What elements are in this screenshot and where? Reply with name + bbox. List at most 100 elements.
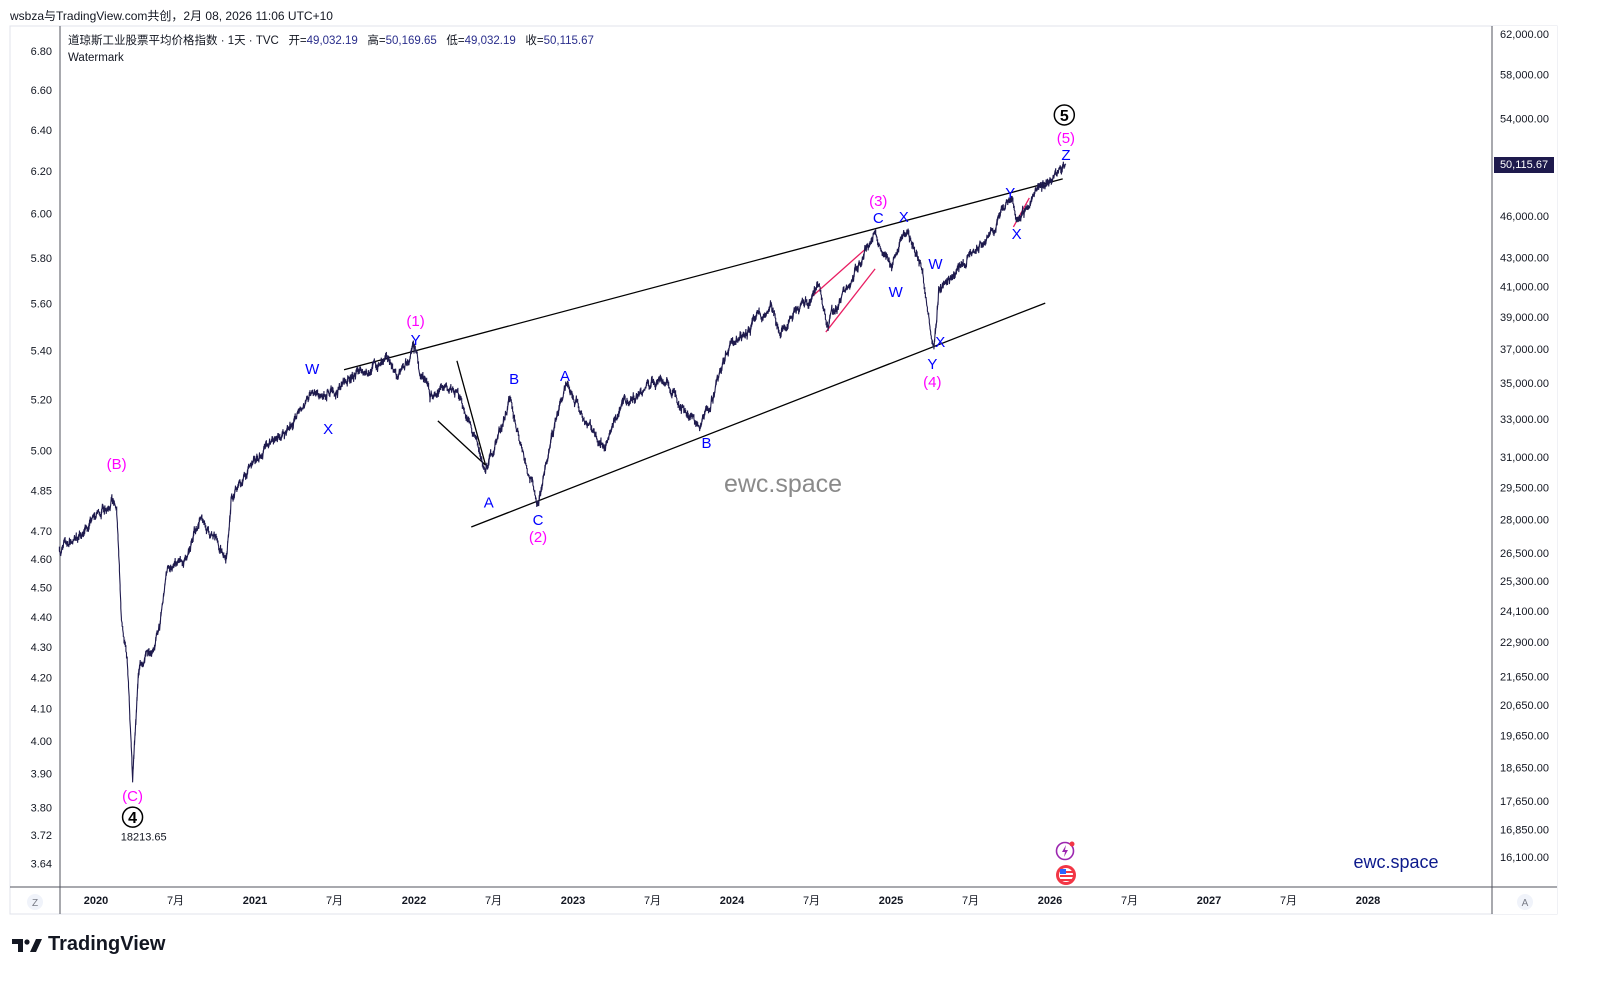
right-tick-label: 16,100.00	[1500, 852, 1549, 864]
left-tick-label: 4.70	[31, 526, 52, 538]
major-wave-label: (5)	[1057, 130, 1075, 147]
cycle-wave-label: 5	[1060, 108, 1069, 125]
left-tick-label: 4.50	[31, 583, 52, 595]
right-tick-label: 37,000.00	[1500, 344, 1549, 356]
time-tick-label: 7月	[1121, 895, 1138, 907]
symbol-title[interactable]: 道琼斯工业股票平均价格指数 · 1天 · TVC	[68, 35, 279, 47]
triangle-line-2	[437, 420, 486, 466]
cycle-wave-label: 4	[128, 810, 137, 827]
time-tick-label: 2024	[720, 895, 745, 907]
major-wave-label: (1)	[406, 313, 424, 330]
tradingview-logo[interactable]: TradingView	[12, 933, 165, 956]
minor-wave-label: C	[873, 210, 884, 227]
lightning-event-icon[interactable]	[1055, 841, 1075, 861]
right-tick-label: 26,500.00	[1500, 548, 1549, 560]
minor-wave-label: B	[702, 435, 712, 452]
left-tick-label: 4.20	[31, 672, 52, 684]
right-tick-label: 41,000.00	[1500, 281, 1549, 293]
time-tick-label: 2020	[84, 895, 108, 907]
right-tick-label: 20,650.00	[1500, 700, 1549, 712]
right-tick-label: 24,100.00	[1500, 606, 1549, 618]
us-flag-event-icon[interactable]	[1056, 865, 1076, 885]
left-tick-label: 5.20	[31, 395, 52, 407]
tradingview-logo-icon	[12, 938, 42, 952]
minor-wave-label: X	[1012, 226, 1022, 243]
left-tick-label: 6.80	[31, 46, 52, 58]
minor-wave-label: Y	[1005, 185, 1015, 202]
right-tick-label: 35,000.00	[1500, 378, 1549, 390]
time-tick-label: 7月	[326, 895, 343, 907]
left-axis-ticks: 6.80 6.60 6.40 6.20 6.00 5.80 5.60 5.40 5.20 5.00…	[31, 46, 52, 870]
time-tick-label: 2027	[1197, 895, 1221, 907]
right-price-axis[interactable]	[1493, 26, 1557, 914]
time-axis-ticks: 2020 7月 2021 7月 2022 7月 2023 7月 2024 7月 2025 7月 2026…	[84, 895, 1380, 907]
left-tick-label: 3.64	[31, 858, 52, 870]
high-label: 高=	[367, 35, 386, 47]
time-tick-label: 7月	[962, 895, 979, 907]
minor-wave-label: C	[533, 512, 544, 529]
right-tick-label: 21,650.00	[1500, 671, 1549, 683]
close-label: 收=	[525, 35, 544, 47]
right-tick-label: 58,000.00	[1500, 70, 1549, 82]
left-tick-label: 4.40	[31, 612, 52, 624]
major-wave-label: (2)	[529, 529, 547, 546]
right-tick-label: 17,650.00	[1500, 796, 1549, 808]
left-tick-label: 4.10	[31, 704, 52, 716]
cycle-wave-circle	[121, 806, 144, 828]
right-tick-label: 25,300.00	[1500, 576, 1549, 588]
right-axis-ticks: 62,000.00 58,000.00 54,000.00 46,000.00 43,0…	[1500, 29, 1549, 864]
upper-channel-line	[343, 178, 1063, 371]
auto-scale-toggle[interactable]: A	[1517, 894, 1533, 910]
watermark-indicator-label[interactable]: Watermark	[68, 52, 124, 64]
minor-wave-label: W	[889, 284, 904, 301]
low-label: 低=	[446, 35, 465, 47]
time-tick-label: 2023	[561, 895, 585, 907]
right-tick-label: 39,000.00	[1500, 312, 1549, 324]
log-scale-toggle[interactable]: Z	[27, 894, 43, 910]
watermark-text: ewc.space	[724, 470, 842, 498]
right-tick-label: 54,000.00	[1500, 113, 1549, 125]
time-tick-label: 7月	[485, 895, 502, 907]
left-tick-label: 3.72	[31, 830, 52, 842]
left-tick-label: 4.60	[31, 554, 52, 566]
time-tick-label: 2022	[402, 895, 426, 907]
low-value: 49,032.19	[464, 35, 516, 47]
minor-wave-label: W	[305, 361, 320, 378]
minor-wave-label: W	[928, 256, 943, 273]
right-tick-label: 19,650.00	[1500, 730, 1549, 742]
cycle-wave-circle	[1053, 104, 1076, 126]
minor-wave-label: X	[899, 209, 909, 226]
left-tick-label: 4.30	[31, 642, 52, 654]
svg-text:Z: Z	[32, 898, 38, 909]
left-tick-label: 6.40	[31, 125, 52, 137]
lower-channel-line	[471, 302, 1046, 528]
chart-credit: wsbza与TradingView.com共创，2月 08, 2026 11:0…	[10, 9, 333, 23]
right-tick-label: 28,000.00	[1500, 514, 1549, 526]
right-tick-label: 16,850.00	[1500, 824, 1549, 836]
right-tick-label: 43,000.00	[1500, 252, 1549, 264]
time-tick-label: 7月	[167, 895, 184, 907]
red-diagonal-lower	[825, 268, 876, 333]
time-tick-label: 7月	[803, 895, 820, 907]
minor-wave-label: Y	[927, 356, 937, 373]
minor-wave-label: A	[484, 495, 494, 512]
major-wave-label: (C)	[122, 788, 143, 805]
time-tick-label: 7月	[644, 895, 661, 907]
right-tick-label: 62,000.00	[1500, 29, 1549, 41]
right-tick-label: 46,000.00	[1500, 211, 1549, 223]
minor-wave-label: Y	[411, 332, 421, 349]
right-tick-label: 22,900.00	[1500, 637, 1549, 649]
triangle-line-1	[456, 360, 487, 466]
minor-wave-label: Z	[1061, 147, 1070, 164]
left-tick-label: 5.60	[31, 298, 52, 310]
right-tick-label: 18,650.00	[1500, 762, 1549, 774]
time-tick-label: 2028	[1356, 895, 1380, 907]
high-value: 50,169.65	[385, 35, 437, 47]
svg-text:A: A	[1522, 898, 1529, 909]
left-tick-label: 3.80	[31, 802, 52, 814]
time-tick-label: 2025	[879, 895, 903, 907]
drawings	[343, 178, 1063, 528]
left-tick-label: 5.00	[31, 446, 52, 458]
